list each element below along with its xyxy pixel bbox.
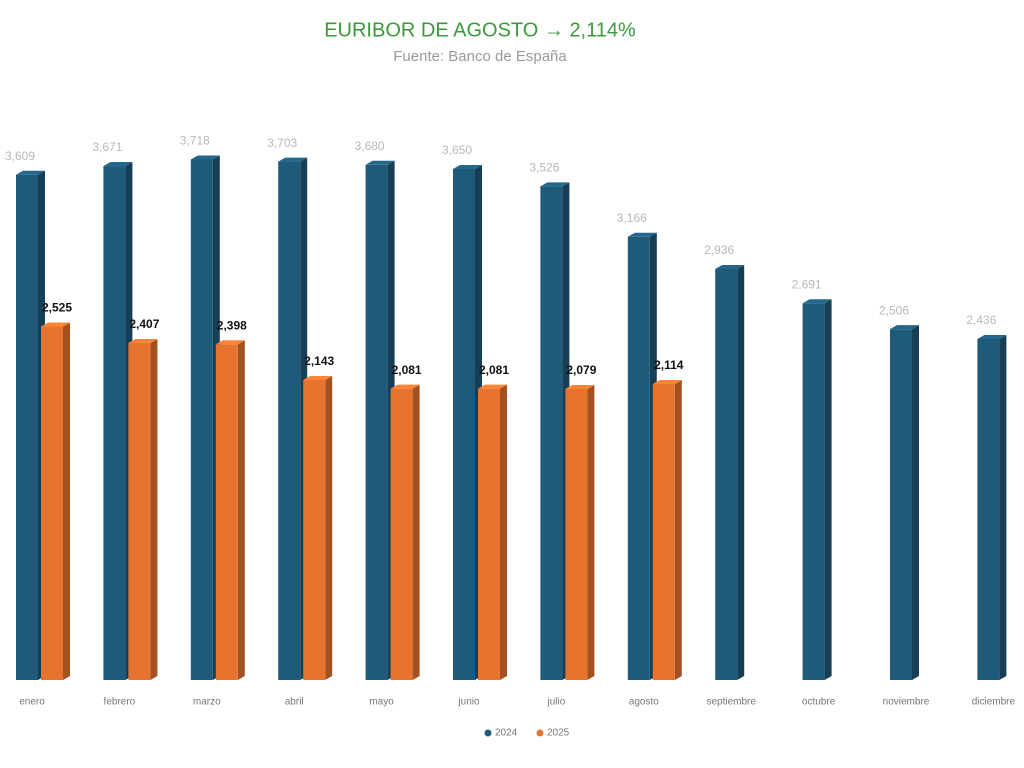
data-label: 3,526 <box>529 161 559 175</box>
data-label: 3,671 <box>92 140 122 154</box>
data-label: 2,079 <box>566 363 596 377</box>
bar-top <box>365 160 395 165</box>
data-label: 2,081 <box>392 363 422 377</box>
bar <box>802 303 825 680</box>
bar-top <box>215 340 245 345</box>
bar-top <box>478 384 507 389</box>
bar <box>890 329 912 680</box>
bar <box>627 236 650 680</box>
x-tick-label: diciembre <box>972 697 1016 708</box>
bar-top <box>103 162 133 167</box>
bar <box>478 388 500 680</box>
bar-top <box>802 299 832 304</box>
bar-top <box>540 182 570 187</box>
bar <box>453 169 475 680</box>
bar-top <box>652 380 682 385</box>
legend-swatch <box>484 729 492 737</box>
data-label: 3,718 <box>180 134 210 148</box>
bar-top <box>303 375 333 380</box>
bar-side <box>412 384 420 680</box>
data-label: 2,691 <box>792 277 822 291</box>
data-label: 2,525 <box>42 301 72 315</box>
chart-subtitle: Fuente: Banco de España <box>393 48 567 65</box>
data-label: 3,609 <box>5 149 35 163</box>
bar-side <box>999 334 1007 680</box>
x-tick-label: marzo <box>193 697 221 708</box>
data-label: 2,143 <box>304 354 334 368</box>
bar-top <box>715 264 745 269</box>
bar <box>365 164 388 681</box>
legend-label: 2024 <box>495 728 518 739</box>
chart-title: EURIBOR DE AGOSTO → 2,114% <box>324 19 636 41</box>
bar-side <box>737 264 745 680</box>
bar <box>190 159 213 681</box>
data-label: 3,680 <box>355 139 385 153</box>
x-tick-label: septiembre <box>706 697 756 708</box>
bar <box>565 388 588 680</box>
bar-top <box>41 322 70 327</box>
x-tick-label: febrero <box>104 697 136 708</box>
bar <box>16 174 38 681</box>
data-label: 2,407 <box>129 317 159 331</box>
bar <box>41 326 63 680</box>
bar-side <box>325 375 333 680</box>
data-label: 2,398 <box>217 318 247 332</box>
legend-label: 2025 <box>547 728 570 739</box>
data-label: 2,436 <box>966 313 996 327</box>
bar <box>715 268 738 680</box>
x-tick-label: junio <box>457 697 480 708</box>
bar <box>128 343 151 680</box>
data-label: 2,506 <box>879 303 909 317</box>
bar-side <box>237 340 245 680</box>
bar-side <box>674 380 682 680</box>
bar-top <box>890 325 919 330</box>
bar-top <box>190 155 220 160</box>
x-tick-label: agosto <box>629 697 659 708</box>
bar-side <box>150 339 158 680</box>
x-tick-label: mayo <box>369 697 394 708</box>
data-label: 3,650 <box>442 143 472 157</box>
bar-top <box>390 384 420 389</box>
data-label: 2,114 <box>654 358 684 372</box>
bar-top <box>128 339 158 344</box>
bar <box>390 388 413 680</box>
bar-top <box>627 232 657 237</box>
legend-swatch <box>536 729 544 737</box>
bar <box>977 338 1000 680</box>
bar-side <box>912 325 919 680</box>
bar <box>278 161 301 680</box>
bar-top <box>278 157 308 162</box>
bar-top <box>565 384 595 389</box>
bar-top <box>16 170 45 175</box>
bar <box>303 379 326 680</box>
x-tick-label: abril <box>285 697 304 708</box>
bar <box>103 166 126 680</box>
bar-top <box>453 165 482 169</box>
bar <box>652 384 675 680</box>
bar-side <box>500 384 507 680</box>
x-tick-label: noviembre <box>883 697 930 708</box>
bar <box>215 344 238 680</box>
bar-top <box>977 334 1007 339</box>
data-label: 2,081 <box>479 363 509 377</box>
data-label: 3,703 <box>267 136 297 150</box>
data-label: 2,936 <box>704 243 734 257</box>
bar-side <box>63 322 70 680</box>
x-tick-label: julio <box>547 697 566 708</box>
bar <box>540 186 563 681</box>
bar-side <box>824 299 832 680</box>
x-tick-label: octubre <box>802 697 836 708</box>
bar-side <box>587 384 595 680</box>
x-tick-label: enero <box>19 697 45 708</box>
data-label: 3,166 <box>617 211 647 225</box>
